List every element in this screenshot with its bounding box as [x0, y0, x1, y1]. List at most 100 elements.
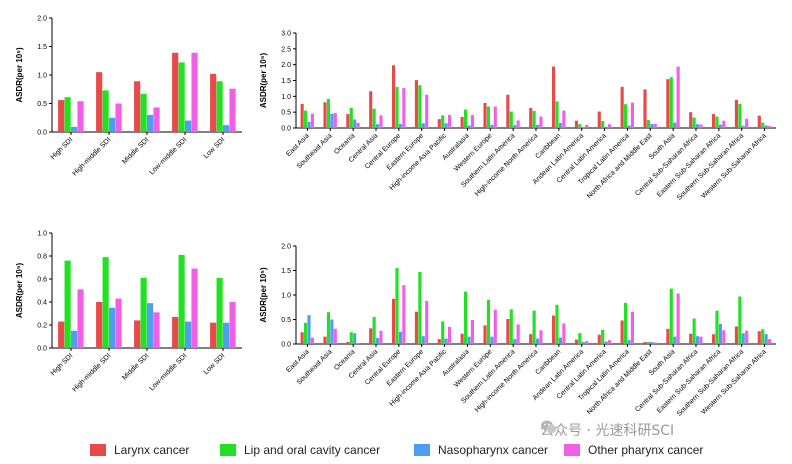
bar-lip-and-oral-cavity-cancer-low-sdi: [216, 277, 223, 348]
bar-nasopharynx-cancer-southeast-asia: [330, 319, 334, 344]
y-tick-label: 0.0: [281, 342, 291, 349]
x-category-label: Low-middle SDI: [149, 136, 189, 176]
legend-item-other-pharynx: Other pharynx cancer: [564, 442, 703, 458]
bar-larynx-cancer-north-africa-and-middle-east: [643, 89, 647, 128]
bar-lip-and-oral-cavity-cancer-southern-latin-america: [509, 111, 513, 128]
bar-lip-and-oral-cavity-cancer-low-middle-sdi: [178, 254, 185, 348]
y-tick-label: 1.0: [37, 231, 47, 238]
bar-lip-and-oral-cavity-cancer-oceania: [349, 332, 353, 344]
bar-other-pharynx-cancer-southern-sub-saharan-africa: [745, 118, 749, 128]
y-axis-label: ASDR(per 10⁵): [259, 53, 268, 109]
bar-larynx-cancer-oceania: [346, 342, 350, 344]
bar-lip-and-oral-cavity-cancer-east-asia: [304, 322, 308, 344]
bar-nasopharynx-cancer-south-asia: [673, 122, 677, 128]
bar-larynx-cancer-southern-sub-saharan-africa: [734, 326, 738, 344]
bar-nasopharynx-cancer-australasia: [467, 125, 471, 128]
bar-larynx-cancer-caribbean: [552, 315, 556, 344]
bar-lip-and-oral-cavity-cancer-eastern-sub-saharan-africa: [715, 310, 719, 344]
bar-nasopharynx-cancer-middle-sdi: [147, 114, 154, 132]
y-tick-label: 0.5: [281, 110, 291, 117]
bar-larynx-cancer-caribbean: [552, 66, 556, 128]
bar-larynx-cancer-low-middle-sdi: [172, 52, 179, 132]
bar-nasopharynx-cancer-caribbean: [558, 122, 562, 128]
bar-nasopharynx-cancer-western-europe: [490, 336, 494, 344]
bar-other-pharynx-cancer-eastern-sub-saharan-africa: [722, 330, 726, 344]
chart-panel-1: 0.0 0.5 1.0 1.5 2.0 ASDR(per 10⁵) High SDIHigh…: [15, 16, 242, 177]
bar-lip-and-oral-cavity-cancer-high-sdi: [64, 260, 71, 348]
bar-lip-and-oral-cavity-cancer-central-latin-america: [601, 121, 605, 128]
bar-larynx-cancer-high-middle-sdi: [96, 302, 103, 348]
bar-nasopharynx-cancer-east-asia: [307, 315, 311, 344]
bar-other-pharynx-cancer-high-sdi: [77, 289, 84, 348]
y-tick-label: 3.0: [281, 31, 291, 38]
bar-nasopharynx-cancer-low-sdi: [223, 125, 230, 132]
bar-larynx-cancer-high-income-north-america: [529, 108, 533, 128]
bar-nasopharynx-cancer-high-middle-sdi: [109, 307, 116, 348]
bar-other-pharynx-cancer-south-asia: [676, 66, 680, 128]
y-tick-label: 0.2: [37, 323, 47, 330]
bar-lip-and-oral-cavity-cancer-high-income-asia-pacific: [441, 321, 445, 344]
bar-nasopharynx-cancer-low-sdi: [223, 322, 230, 348]
bar-lip-and-oral-cavity-cancer-caribbean: [555, 304, 559, 344]
y-axis-label: ASDR(per 10⁵): [15, 263, 24, 319]
bar-lip-and-oral-cavity-cancer-andean-latin-america: [578, 333, 582, 344]
x-category-label: Oceania: [333, 348, 356, 371]
bar-lip-and-oral-cavity-cancer-western-sub-saharan-africa: [761, 122, 765, 128]
bar-larynx-cancer-southern-latin-america: [506, 319, 510, 344]
bar-other-pharynx-cancer-east-asia: [310, 337, 314, 344]
bar-nasopharynx-cancer-tropical-latin-america: [627, 340, 631, 344]
bar-lip-and-oral-cavity-cancer-southeast-asia: [326, 98, 330, 128]
bar-larynx-cancer-high-income-asia-pacific: [437, 119, 441, 128]
bar-larynx-cancer-southern-latin-america: [506, 94, 510, 128]
bar-lip-and-oral-cavity-cancer-australasia: [464, 291, 468, 344]
bar-other-pharynx-cancer-central-latin-america: [608, 340, 612, 344]
bar-larynx-cancer-high-income-asia-pacific: [437, 339, 441, 344]
bar-lip-and-oral-cavity-cancer-high-sdi: [64, 97, 71, 132]
bar-lip-and-oral-cavity-cancer-high-income-north-america: [532, 110, 536, 128]
bar-lip-and-oral-cavity-cancer-high-income-asia-pacific: [441, 115, 445, 128]
bar-other-pharynx-cancer-low-sdi: [229, 302, 236, 348]
bar-larynx-cancer-central-latin-america: [597, 111, 601, 128]
bar-other-pharynx-cancer-southern-sub-saharan-africa: [745, 330, 749, 344]
bar-nasopharynx-cancer-central-sub-saharan-africa: [696, 336, 700, 344]
y-tick-label: 0.0: [281, 126, 291, 133]
bar-nasopharynx-cancer-high-income-asia-pacific: [444, 123, 448, 128]
legend-label-other-pharynx: Other pharynx cancer: [588, 443, 704, 457]
bar-larynx-cancer-australasia: [460, 333, 464, 344]
y-tick-label: 0.5: [281, 317, 291, 324]
bar-other-pharynx-cancer-low-sdi: [229, 88, 236, 132]
bar-other-pharynx-cancer-north-africa-and-middle-east: [653, 123, 657, 128]
bar-lip-and-oral-cavity-cancer-southern-latin-america: [509, 309, 513, 344]
bar-larynx-cancer-middle-sdi: [134, 320, 141, 348]
bar-nasopharynx-cancer-low-middle-sdi: [185, 321, 192, 348]
bar-nasopharynx-cancer-eastern-sub-saharan-africa: [718, 323, 722, 344]
x-category-label: Oceania: [333, 132, 356, 155]
bar-lip-and-oral-cavity-cancer-east-asia: [304, 110, 308, 128]
bar-lip-and-oral-cavity-cancer-southern-sub-saharan-africa: [738, 103, 742, 128]
bar-other-pharynx-cancer-low-middle-sdi: [191, 52, 198, 132]
bar-larynx-cancer-east-asia: [300, 103, 304, 128]
bar-lip-and-oral-cavity-cancer-middle-sdi: [140, 93, 147, 132]
bar-larynx-cancer-central-asia: [369, 91, 373, 128]
bar-lip-and-oral-cavity-cancer-tropical-latin-america: [624, 104, 628, 128]
bar-lip-and-oral-cavity-cancer-low-sdi: [216, 81, 223, 132]
bar-nasopharynx-cancer-middle-sdi: [147, 303, 154, 348]
bar-larynx-cancer-middle-sdi: [134, 81, 141, 132]
bar-other-pharynx-cancer-central-asia: [379, 330, 383, 344]
bar-lip-and-oral-cavity-cancer-central-asia: [372, 317, 376, 344]
y-tick-label: 0.0: [37, 130, 47, 137]
bar-other-pharynx-cancer-eastern-europe: [425, 94, 429, 128]
bar-nasopharynx-cancer-high-sdi: [71, 330, 78, 348]
bar-lip-and-oral-cavity-cancer-south-asia: [669, 288, 673, 344]
bar-lip-and-oral-cavity-cancer-western-sub-saharan-africa: [761, 329, 765, 344]
bar-nasopharynx-cancer-north-africa-and-middle-east: [650, 342, 654, 344]
bar-other-pharynx-cancer-central-europe: [402, 88, 406, 128]
bar-other-pharynx-cancer-south-asia: [676, 293, 680, 344]
bar-lip-and-oral-cavity-cancer-central-sub-saharan-africa: [692, 117, 696, 128]
bar-other-pharynx-cancer-western-sub-saharan-africa: [768, 339, 772, 344]
x-category-label: Low-middle SDI: [149, 352, 189, 392]
bar-nasopharynx-cancer-low-middle-sdi: [185, 120, 192, 132]
bar-lip-and-oral-cavity-cancer-south-asia: [669, 77, 673, 128]
bar-other-pharynx-cancer-central-sub-saharan-africa: [699, 124, 703, 128]
